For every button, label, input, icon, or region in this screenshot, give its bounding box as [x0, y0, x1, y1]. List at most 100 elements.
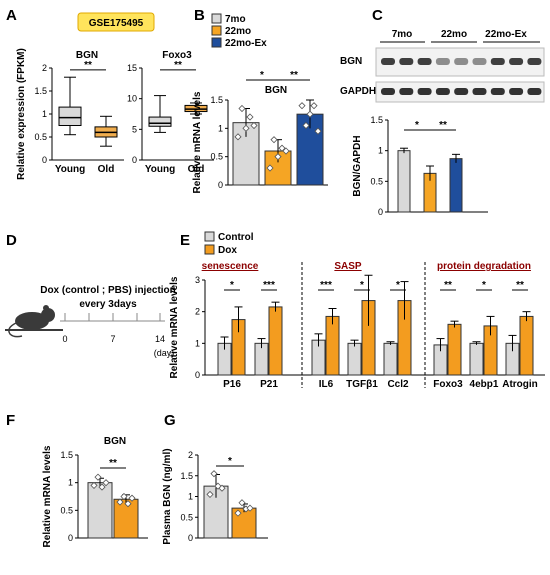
c-sig-label: **	[439, 120, 447, 131]
box-1-y-tick-label: 0	[132, 155, 137, 165]
f-point	[120, 492, 128, 501]
e-legend-swatch	[204, 231, 215, 242]
blot-band-bgn	[509, 58, 524, 65]
b-point	[238, 104, 246, 113]
f-y-label: Relative mRNA levels	[42, 445, 53, 547]
b-point	[310, 102, 318, 110]
e-sig-label: *	[396, 280, 400, 291]
box-1-y-tick-label: 10	[127, 94, 137, 104]
group-label-senescence: senescence	[202, 261, 259, 272]
f-point	[94, 473, 102, 481]
b-point	[242, 124, 250, 132]
b-y-label: Relative mRNA levels	[192, 91, 203, 193]
g-y-label: Plasma BGN (ng/ml)	[162, 448, 173, 544]
blot-band-gapdh	[381, 88, 395, 95]
box-0-y-label: Relative expression (FPKM)	[16, 48, 27, 180]
box-0-y-tick-label: 1.5	[34, 86, 47, 96]
e-bar	[469, 342, 484, 376]
b-point	[314, 127, 322, 135]
e-sig-label: ***	[263, 280, 275, 291]
blot-band-gapdh	[399, 88, 414, 95]
e-sig-label: *	[482, 280, 486, 291]
blot-band-bgn	[527, 58, 542, 65]
c-y-tick-label: 0	[378, 207, 383, 217]
blot-band-gapdh	[417, 88, 432, 95]
e-bar	[519, 315, 534, 376]
e-legend-swatch	[204, 244, 215, 255]
c-y-tick-label: 1.5	[370, 115, 383, 125]
panel-label-b: B	[194, 7, 205, 24]
e-sig-label: ***	[320, 280, 332, 291]
b-legend-label: 22mo	[225, 26, 251, 37]
timeline-title-2: every 3days	[79, 299, 137, 310]
e-sig-label: *	[230, 280, 234, 291]
e-y-tick-label: 0	[195, 370, 200, 380]
box-0-sig-label: **	[84, 60, 92, 71]
b-point	[298, 102, 306, 110]
b-y-tick-label: 1.5	[210, 95, 223, 105]
box-category-label: Young	[145, 164, 175, 175]
e-y-tick-label: 2	[195, 307, 200, 317]
timeline-unit: (day)	[154, 348, 175, 358]
box-body	[148, 116, 172, 127]
blot-band-bgn	[399, 58, 414, 65]
panel-label-f: F	[6, 412, 15, 429]
b-point	[306, 110, 314, 118]
e-bar	[383, 342, 398, 376]
blot-band-gapdh	[435, 88, 450, 95]
western-blot: 7mo 22mo 22mo-Ex BGN GAPDH	[340, 29, 545, 103]
f-point	[116, 498, 124, 506]
b-y-tick-label: 1	[218, 123, 223, 133]
f-y-tick-label: 0	[68, 533, 73, 543]
box-category-label: Old	[98, 164, 115, 175]
mouse-icon	[5, 305, 63, 338]
blot-band-gapdh	[472, 88, 487, 95]
e-sig-label: *	[360, 280, 364, 291]
b-point	[282, 147, 290, 155]
b-point	[302, 121, 310, 130]
f-point	[98, 483, 106, 491]
c-bar	[397, 150, 411, 213]
e-bar	[268, 306, 283, 376]
timeline-tick-7: 7	[110, 334, 115, 344]
group-label-protein-degradation: protein degradation	[437, 261, 531, 272]
bgn-title: BGN	[265, 85, 287, 96]
blot-band-bgn	[454, 58, 469, 65]
b-y-tick-label: 0	[218, 180, 223, 190]
b-point	[274, 153, 282, 161]
box-category-label: Young	[55, 164, 85, 175]
b-y-tick-label: 0.5	[210, 152, 223, 162]
b-point	[246, 113, 254, 121]
blot-band-bgn	[417, 58, 432, 65]
f-sig-label: **	[109, 458, 117, 469]
timeline-diagram: Dox (control ; PBS) injection every 3day…	[5, 285, 176, 358]
b-legend-label: 22mo-Ex	[225, 38, 267, 49]
e-y-tick-label: 3	[195, 275, 200, 285]
f-bar	[87, 482, 113, 539]
box-title: BGN	[76, 50, 98, 61]
box-0-y-tick-label: 0.5	[34, 132, 47, 142]
e-bar	[325, 315, 340, 376]
blot-band-bgn	[435, 58, 450, 65]
e-category-label: 4ebp1	[470, 379, 499, 390]
b-sig-label: **	[290, 70, 298, 81]
blot-band-bgn	[381, 58, 395, 65]
timeline-tick-14: 14	[155, 334, 165, 344]
box-1-y-tick-label: 15	[127, 63, 137, 73]
e-sig-label: **	[516, 280, 524, 291]
f-y-tick-label: 1.5	[60, 450, 73, 460]
e-y-tick-label: 1	[195, 338, 200, 348]
blot-group-22mo-ex: 22mo-Ex	[485, 29, 527, 40]
blot-group-22mo: 22mo	[441, 29, 467, 40]
g-point	[246, 504, 254, 512]
g-y-tick-label: 2	[188, 450, 193, 460]
c-y-tick-label: 0.5	[370, 176, 383, 186]
blot-row-gapdh: GAPDH	[340, 86, 376, 97]
e-category-label: P16	[223, 379, 241, 390]
f-title: BGN	[104, 436, 126, 447]
e-sig-label: **	[444, 280, 452, 291]
f-point	[128, 494, 136, 502]
b-point	[278, 144, 286, 152]
box-0-y-tick-label: 0	[42, 155, 47, 165]
